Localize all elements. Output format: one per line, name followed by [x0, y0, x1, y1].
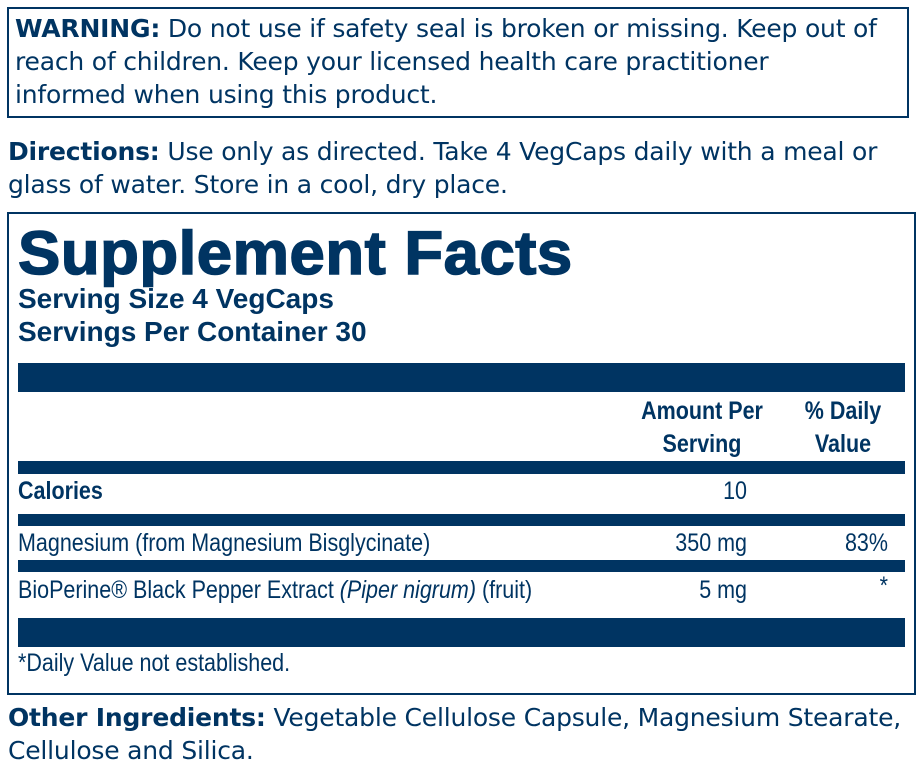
dv-header-line: % Daily: [804, 397, 882, 425]
amount-header-line: Serving: [662, 430, 742, 458]
warning-box: [7, 7, 909, 118]
footnote: *Daily Value not established.: [18, 649, 291, 677]
directions-text: Directions: Use only as directed. Take 4…: [8, 135, 877, 201]
other-ingredients: Other Ingredients: Vegetable Cellulose C…: [8, 701, 901, 767]
directions-line: Use only as directed. Take 4 VegCaps dai…: [159, 137, 878, 166]
bioperine-latin-name: (Piper nigrum): [339, 576, 476, 604]
facts-title: Supplement Facts: [17, 218, 573, 288]
warning-line: reach of children. Keep your licensed he…: [15, 47, 769, 76]
warning-line: informed when using this product.: [15, 80, 438, 109]
thick-divider: [18, 363, 905, 392]
dv-header-line: Value: [814, 430, 872, 458]
bioperine-part: (fruit): [475, 576, 533, 604]
directions-line: glass of water. Store in a cool, dry pla…: [8, 170, 508, 199]
warning-label: WARNING:: [15, 14, 161, 43]
amount-header: Amount Per Serving: [625, 395, 780, 461]
directions-label: Directions:: [8, 137, 160, 166]
row-magnesium-dv: 83%: [844, 529, 888, 557]
supplement-facts-panel: [7, 212, 916, 695]
divider: [18, 514, 905, 526]
other-ingredients-line: Vegetable Cellulose Capsule, Magnesium S…: [265, 703, 902, 732]
serving-size: Serving Size 4 VegCaps: [18, 283, 334, 314]
other-ingredients-label: Other Ingredients:: [8, 703, 266, 732]
amount-header-line: Amount Per: [641, 397, 763, 425]
row-calories-name: Calories: [18, 477, 103, 505]
row-bioperine-name: BioPerine® Black Pepper Extract (Piper n…: [18, 576, 532, 605]
row-bioperine-amount: 5 mg: [699, 576, 747, 604]
warning-text: WARNING: Do not use if safety seal is br…: [15, 12, 877, 111]
row-magnesium-name: Magnesium (from Magnesium Bisglycinate): [18, 529, 431, 557]
divider: [18, 461, 905, 474]
row-bioperine-dv: *: [879, 572, 888, 600]
thick-divider: [18, 618, 905, 647]
divider: [18, 560, 905, 572]
row-magnesium-amount: 350 mg: [675, 529, 747, 557]
row-calories-amount: 10: [723, 477, 747, 505]
warning-line: Do not use if safety seal is broken or m…: [160, 14, 877, 43]
dv-header: % Daily Value: [791, 395, 894, 461]
servings-per-container: Servings Per Container 30: [18, 316, 367, 347]
bioperine-name: BioPerine® Black Pepper Extract: [18, 576, 340, 604]
other-ingredients-line: Cellulose and Silica.: [8, 736, 254, 765]
